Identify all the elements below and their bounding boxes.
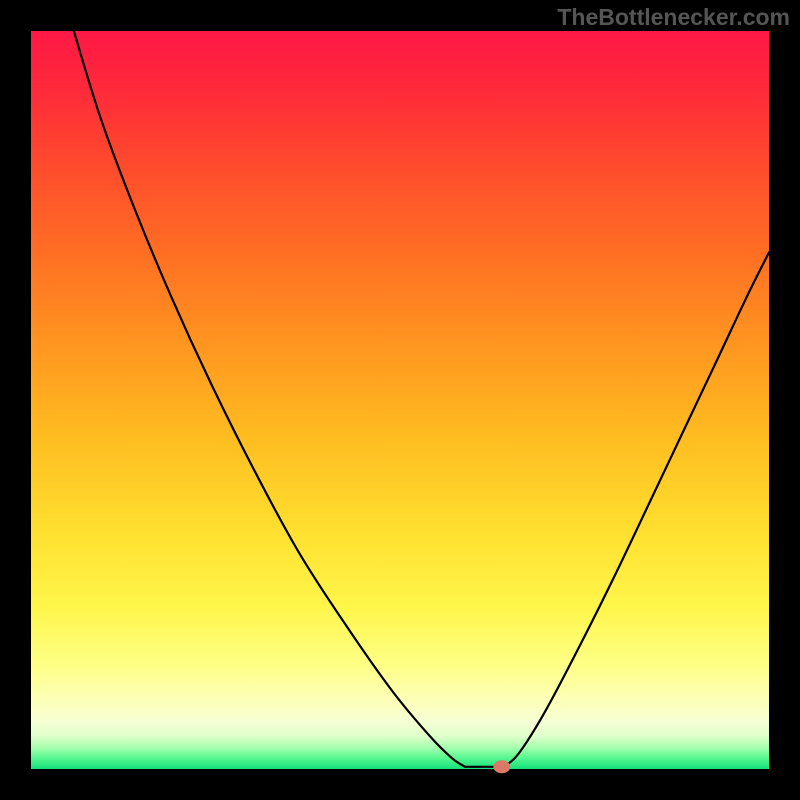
watermark-text: TheBottlenecker.com — [557, 4, 790, 31]
optimal-point-marker — [494, 761, 510, 773]
bottleneck-chart — [0, 0, 800, 800]
plot-background — [31, 31, 769, 769]
chart-container: TheBottlenecker.com — [0, 0, 800, 800]
